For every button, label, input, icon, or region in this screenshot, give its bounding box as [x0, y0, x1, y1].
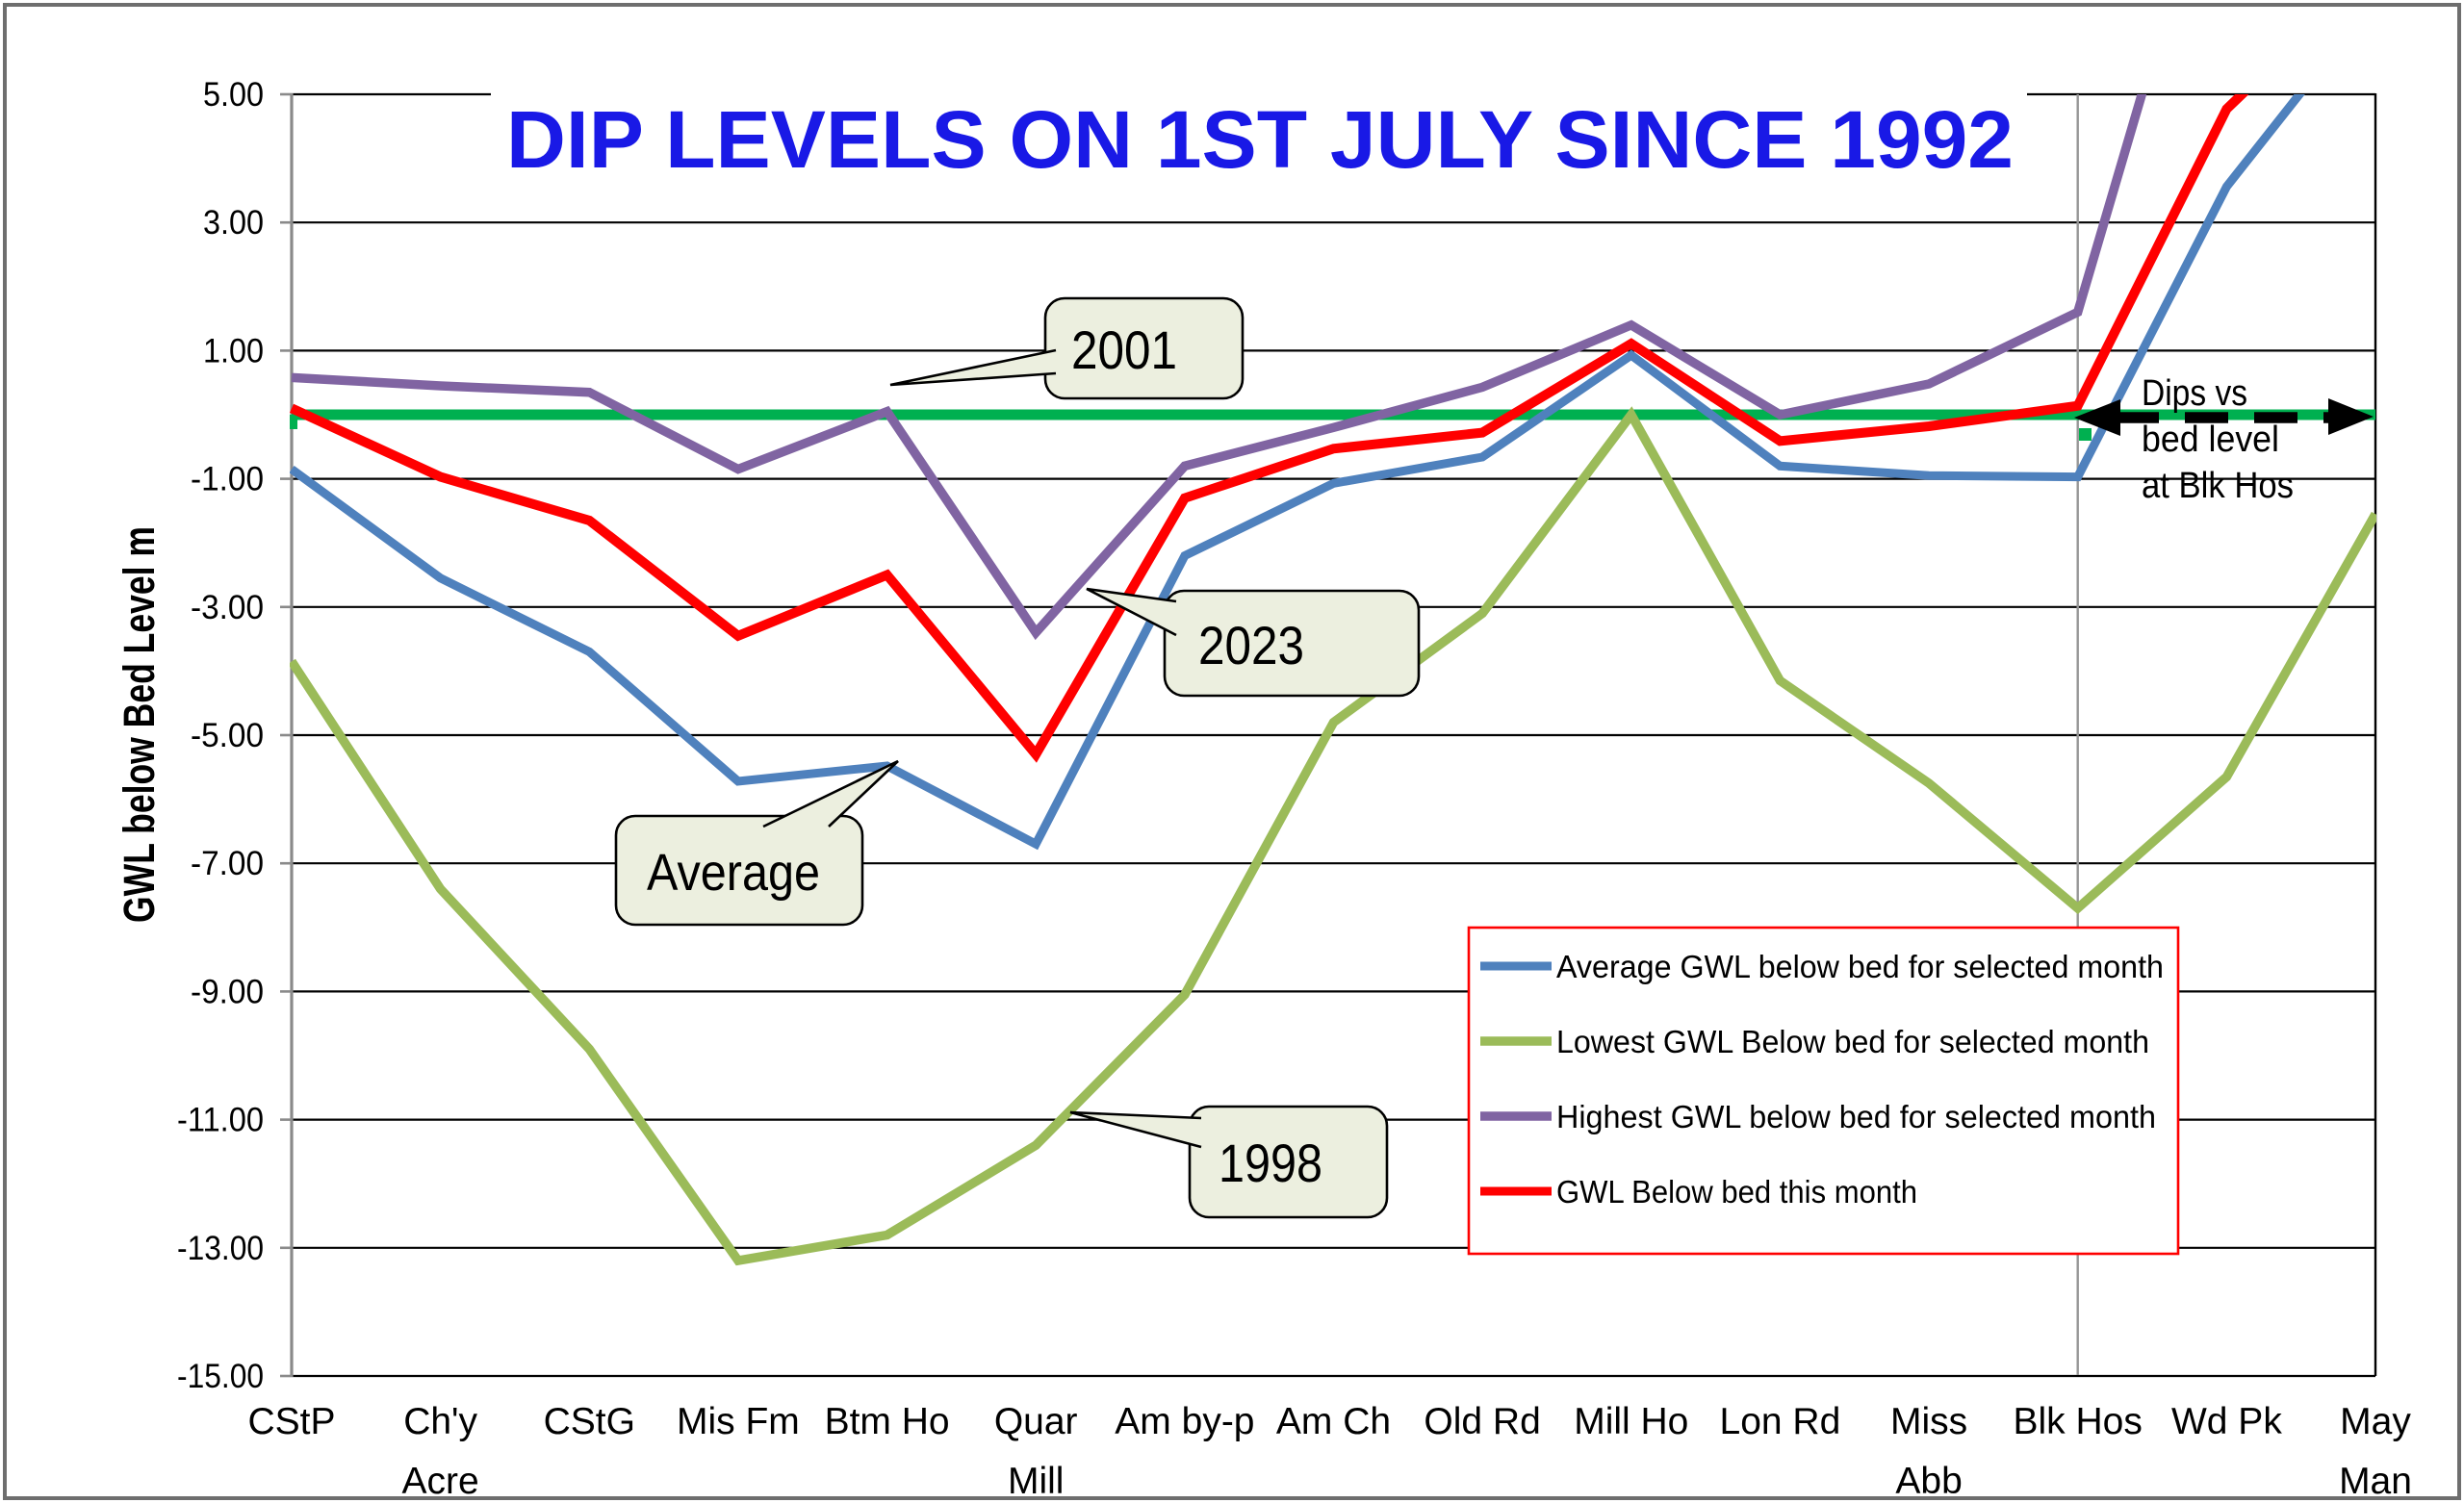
svg-text:Average GWL below bed for sele: Average GWL below bed for selected month — [1556, 949, 2164, 984]
svg-text:-1.00: -1.00 — [191, 461, 264, 498]
svg-text:Mill Ho: Mill Ho — [1574, 1401, 1688, 1442]
svg-text:-3.00: -3.00 — [191, 589, 264, 626]
svg-text:Highest GWL below bed for sele: Highest GWL below bed for selected month — [1556, 1099, 2156, 1134]
svg-text:2023: 2023 — [1198, 615, 1304, 675]
svg-text:Blk Hos: Blk Hos — [2014, 1401, 2143, 1442]
svg-text:-13.00: -13.00 — [177, 1230, 264, 1267]
svg-text:CStP: CStP — [247, 1401, 335, 1442]
svg-text:Btm Ho: Btm Ho — [825, 1401, 950, 1442]
svg-text:DIP LEVELS ON 1ST JULY SINCE 1: DIP LEVELS ON 1ST JULY SINCE 1992 — [506, 94, 2014, 185]
svg-text:Am by-p: Am by-p — [1115, 1401, 1254, 1442]
svg-text:Mis Fm: Mis Fm — [677, 1401, 800, 1442]
svg-text:5.00: 5.00 — [203, 76, 264, 114]
svg-text:Wd Pk: Wd Pk — [2171, 1401, 2282, 1442]
svg-text:Lon Rd: Lon Rd — [1720, 1401, 1841, 1442]
svg-text:-5.00: -5.00 — [191, 717, 264, 754]
svg-text:GWL below Bed Level m: GWL below Bed Level m — [115, 526, 164, 923]
svg-text:Average: Average — [647, 844, 820, 902]
svg-text:-11.00: -11.00 — [177, 1102, 264, 1139]
svg-text:-15.00: -15.00 — [177, 1358, 264, 1395]
svg-text:2001: 2001 — [1071, 319, 1177, 380]
svg-text:Am Ch: Am Ch — [1276, 1401, 1391, 1442]
svg-text:1998: 1998 — [1219, 1133, 1322, 1193]
svg-text:bed level: bed level — [2142, 420, 2279, 460]
svg-text:-9.00: -9.00 — [191, 973, 264, 1010]
svg-text:Old Rd: Old Rd — [1424, 1401, 1540, 1442]
svg-text:-7.00: -7.00 — [191, 845, 264, 882]
svg-text:Lowest GWL Below bed for selec: Lowest GWL Below bed for selected month — [1556, 1024, 2149, 1059]
svg-text:CStG: CStG — [544, 1401, 635, 1442]
svg-text:1.00: 1.00 — [203, 332, 264, 369]
svg-text:3.00: 3.00 — [203, 204, 264, 242]
svg-text:at Blk Hos: at Blk Hos — [2142, 466, 2294, 506]
svg-text:Dips vs: Dips vs — [2142, 373, 2247, 414]
svg-text:GWL Below bed this month: GWL Below bed this month — [1556, 1174, 1917, 1210]
